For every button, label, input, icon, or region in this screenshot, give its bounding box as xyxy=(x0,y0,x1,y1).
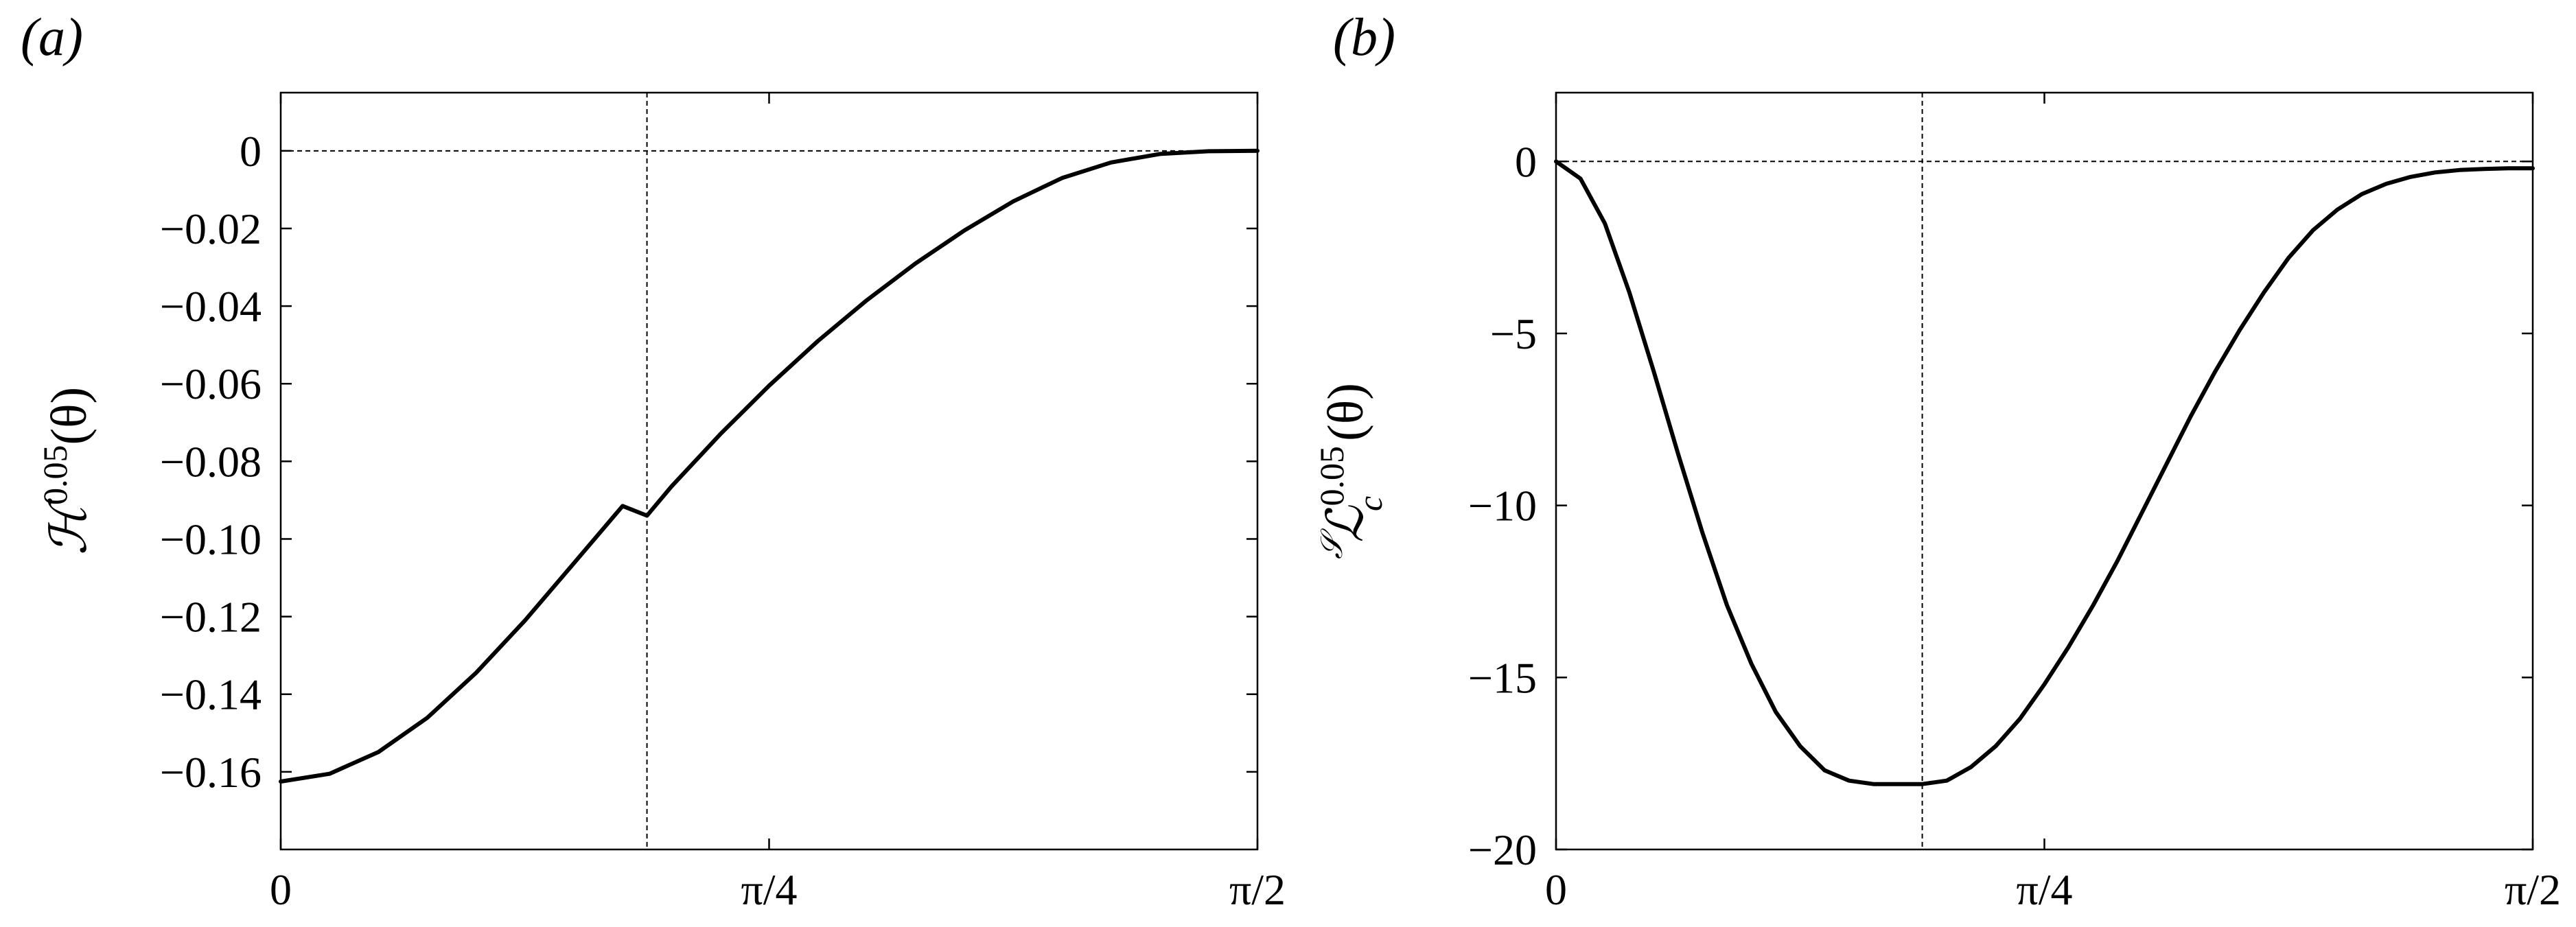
ytick-label: −0.02 xyxy=(160,204,262,253)
ytick-label: −0.14 xyxy=(160,670,262,719)
ytick-label: −0.10 xyxy=(160,515,262,563)
ytick-label: −15 xyxy=(1468,653,1537,702)
ytick-label: 0 xyxy=(1515,137,1537,186)
y-axis-label-superscript: 0.05 xyxy=(1312,446,1351,506)
axes-frame xyxy=(279,91,1259,851)
y-axis-label-superscript: 0.05 xyxy=(36,445,74,506)
ytick-label: −5 xyxy=(1490,309,1537,358)
xtick-label: 0 xyxy=(1545,865,1567,914)
y-axis-label-argument: (θ) xyxy=(1318,383,1374,441)
axes-frame xyxy=(1555,91,2534,851)
panel-label: (a) xyxy=(21,7,83,67)
ytick-label: −0.16 xyxy=(160,748,262,797)
y-axis-label-subscript: c xyxy=(1351,496,1389,511)
xtick-label: 0 xyxy=(270,865,292,914)
series-line xyxy=(1554,159,2535,786)
ytick-label: −0.04 xyxy=(160,282,262,331)
y-axis-label: 𝒮ℒ0.05c(θ) xyxy=(1312,383,1389,559)
y-axis-label-argument: (θ) xyxy=(41,387,97,445)
y-axis-label: ℋ0.05(θ) xyxy=(36,387,97,555)
ytick-label: −10 xyxy=(1468,482,1537,530)
panel-label: (b) xyxy=(1333,7,1395,67)
y-axis-label-symbol: ℋ xyxy=(41,497,97,555)
ytick-label: −20 xyxy=(1468,825,1537,874)
ytick-label: −0.08 xyxy=(160,437,262,486)
ytick-label: 0 xyxy=(240,127,262,176)
y-axis-label-symbol: ℒ xyxy=(1318,505,1374,543)
xtick-label: π/4 xyxy=(741,865,797,914)
series-line xyxy=(279,148,1260,784)
ytick-label: −0.12 xyxy=(160,593,262,642)
xtick-label: π/2 xyxy=(2505,865,2561,914)
xtick-label: π/4 xyxy=(2016,865,2072,914)
ytick-label: −0.06 xyxy=(160,360,262,408)
xtick-label: π/2 xyxy=(1229,865,1286,914)
chart-panel-a: (a) 0 −0.02 −0.04 −0.06 −0.08 −0.10 −0.12 −0.14 −… xyxy=(21,7,1286,914)
